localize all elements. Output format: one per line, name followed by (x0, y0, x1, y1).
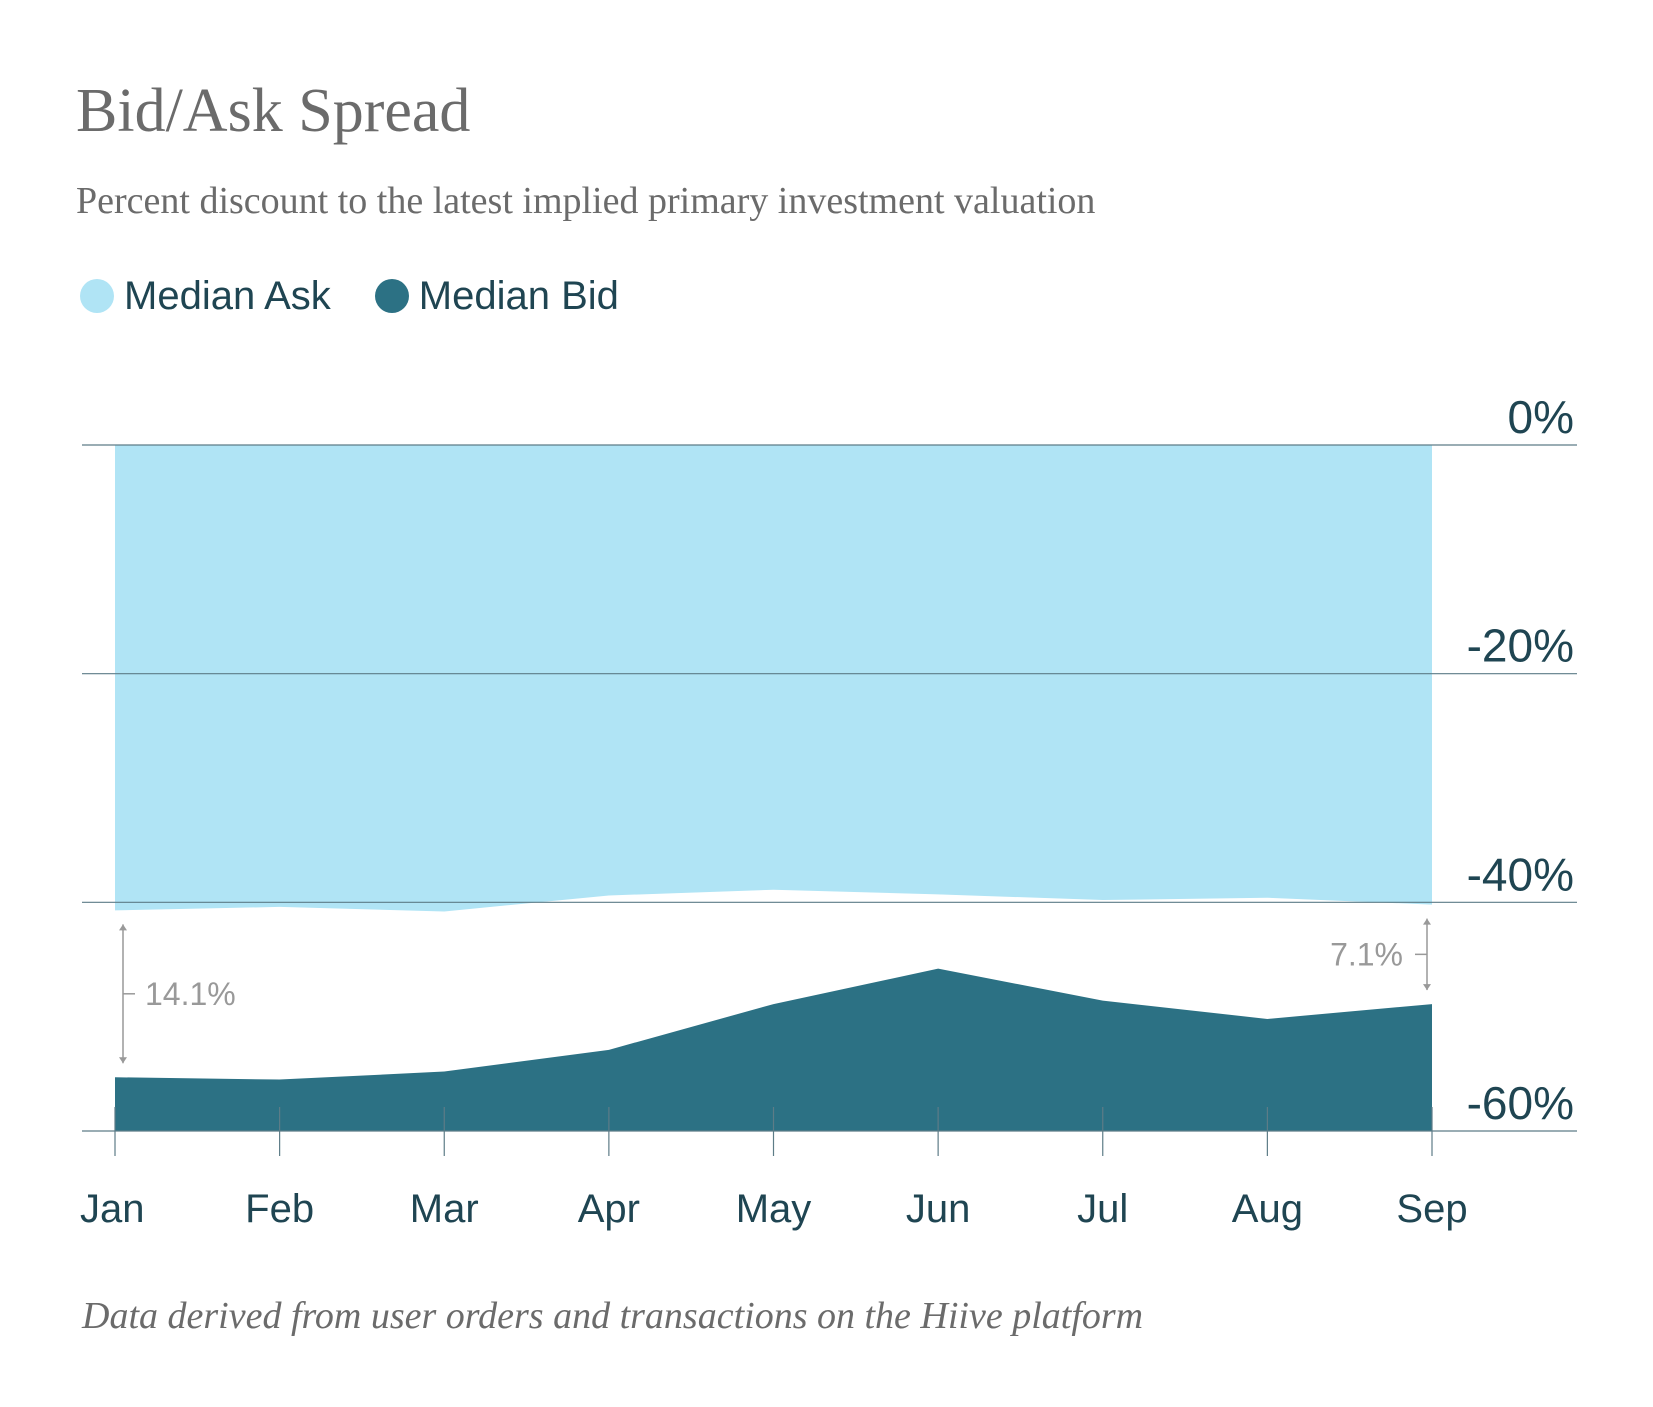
legend-swatch-ask (80, 279, 114, 313)
y-tick-label: 0% (1508, 391, 1574, 443)
chart-subtitle: Percent discount to the latest implied p… (76, 180, 1096, 222)
x-tick-label: May (736, 1187, 812, 1231)
area-median-bid (115, 968, 1432, 1131)
legend-item-ask: Median Ask (80, 276, 331, 316)
x-tick-label: Feb (245, 1187, 314, 1231)
legend-swatch-bid (374, 279, 409, 313)
x-tick-label: Jun (906, 1187, 971, 1231)
annotation-arrow-top (1423, 918, 1431, 925)
chart-title: Bid/Ask Spread (76, 77, 471, 145)
legend-label-ask: Median Ask (124, 274, 331, 318)
annotation-arrow-bottom (119, 1057, 127, 1064)
annotation-label: 7.1% (1330, 936, 1403, 972)
chart-footnote: Data derived from user orders and transa… (82, 1295, 1144, 1337)
annotation-layer: 14.1% 7.1% (119, 918, 1431, 1064)
x-tick-layer (114, 1107, 1433, 1156)
annotation-arrow-bottom (1423, 984, 1431, 991)
x-tick-label: Apr (578, 1187, 640, 1231)
y-tick-label-layer: 0% -20% -40% -60% (1467, 391, 1574, 1129)
annotation-arrow-top (119, 924, 127, 931)
y-tick-label: -20% (1467, 620, 1574, 672)
spread-annotation: 14.1% (119, 924, 236, 1064)
area-median-ask (115, 445, 1432, 912)
legend-label-bid: Median Bid (418, 274, 619, 318)
x-tick-label: Jan (80, 1187, 145, 1231)
chart-legend: Median Ask Median Bid (80, 276, 619, 316)
y-tick-label: -60% (1467, 1077, 1574, 1129)
x-tick-label: Mar (410, 1187, 479, 1231)
annotation-label: 14.1% (145, 976, 236, 1012)
area-layer (115, 445, 1432, 1131)
x-tick-label: Sep (1396, 1187, 1467, 1231)
spread-annotation: 7.1% (1330, 918, 1431, 991)
legend-item-bid: Median Bid (374, 274, 619, 318)
x-tick-label-layer: Jan Feb Mar Apr May Jun Jul Aug Sep (80, 1187, 1468, 1231)
x-tick-label: Jul (1077, 1187, 1128, 1231)
gridline-layer (82, 444, 1577, 1132)
y-tick-label: -40% (1467, 848, 1574, 900)
x-tick-label: Aug (1232, 1187, 1303, 1231)
